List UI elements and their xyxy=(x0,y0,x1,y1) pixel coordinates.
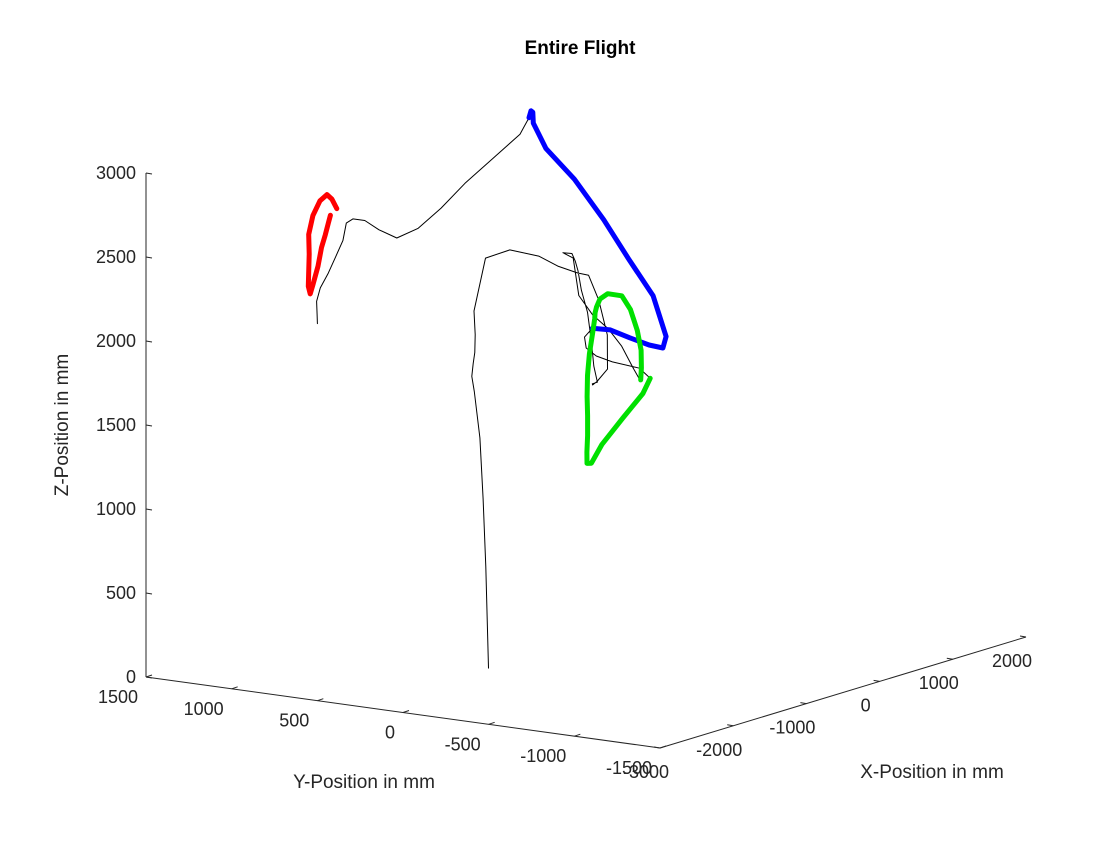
x-tick xyxy=(653,746,661,749)
x-tick-label: 2000 xyxy=(992,651,1032,671)
z-tick-label: 1000 xyxy=(96,499,136,519)
z-tick-label: 0 xyxy=(126,667,136,687)
z-tick xyxy=(145,256,153,259)
z-tick xyxy=(145,508,153,511)
x-tick-label: 1000 xyxy=(919,673,959,693)
y-tick xyxy=(659,745,667,749)
trajectory-full-line xyxy=(316,110,667,669)
y-tick-label: 0 xyxy=(385,723,395,743)
x-tick-label: -3000 xyxy=(623,762,669,782)
y-tick-label: -1500 xyxy=(606,758,652,778)
y-tick-label: 500 xyxy=(279,711,309,731)
z-axis-label: Z-Position in mm xyxy=(52,354,73,497)
z-tick-label: 1500 xyxy=(96,415,136,435)
z-tick-label: 3000 xyxy=(96,163,136,183)
y-tick-label: 1500 xyxy=(98,687,138,707)
x-tick-label: 0 xyxy=(861,695,871,715)
trajectory-segment-3 xyxy=(305,192,340,297)
z-tick-label: 2000 xyxy=(96,331,136,351)
trajectory-segment-2 xyxy=(584,291,653,466)
y-tick xyxy=(488,721,495,725)
y-tick xyxy=(402,710,410,713)
trajectory-lines xyxy=(305,108,669,669)
z-tick xyxy=(145,592,153,595)
x-axis-line xyxy=(659,636,1027,749)
y-tick xyxy=(317,698,324,702)
y-axis-label: Y-Position in mm xyxy=(293,772,435,793)
y-tick-label: -500 xyxy=(445,734,481,754)
y-tick xyxy=(145,674,153,678)
chart-title: Entire Flight xyxy=(525,38,637,59)
trajectory-segment-1 xyxy=(526,108,669,351)
x-tick xyxy=(800,702,807,705)
x-tick xyxy=(727,724,734,727)
y-tick-label: 1000 xyxy=(184,699,224,719)
x-tick-label: -2000 xyxy=(696,740,742,760)
z-tick-label: 2500 xyxy=(96,247,136,267)
z-tick xyxy=(145,340,153,343)
y-tick xyxy=(574,733,581,737)
axis-ticks: 0 500 1000 1500 2000 2500 3000 1500 1000 500 0 -500… xyxy=(96,163,1032,782)
x-tick xyxy=(873,679,880,682)
z-tick xyxy=(145,424,153,427)
x-axis-label: X-Position in mm xyxy=(860,762,1004,783)
y-tick xyxy=(231,686,238,690)
z-tick-label: 500 xyxy=(106,583,136,603)
x-tick xyxy=(946,657,953,660)
y-tick-label: -1000 xyxy=(520,746,566,766)
x-tick xyxy=(1019,635,1027,638)
z-tick xyxy=(145,172,153,175)
x-tick-label: -1000 xyxy=(769,718,815,738)
